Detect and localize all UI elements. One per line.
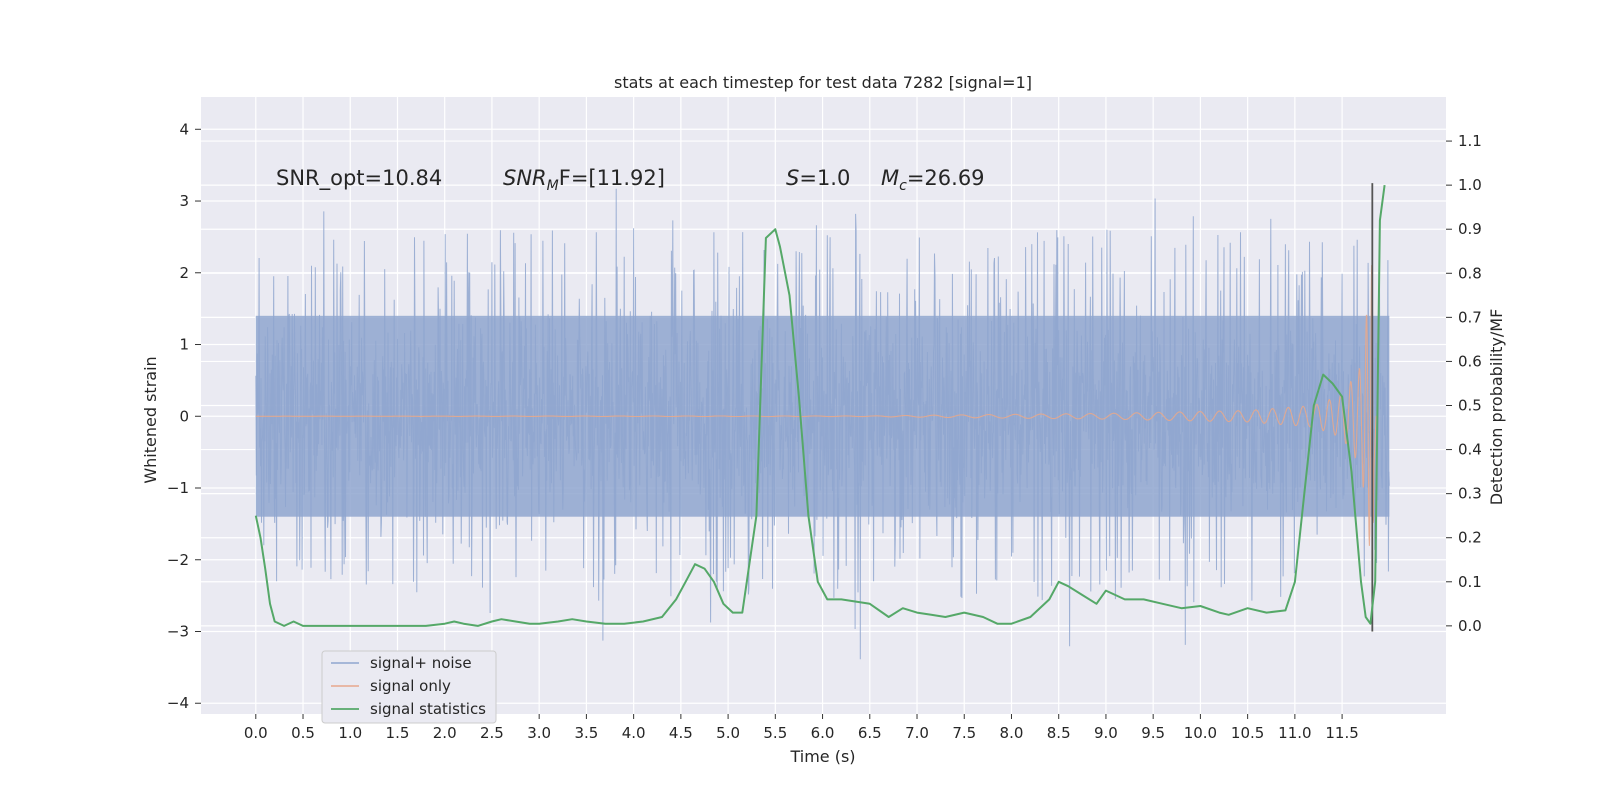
x-tick-label: 8.0 bbox=[1000, 724, 1024, 742]
x-axis-ticks: 0.0 0.5 1.0 1.5 2.0 2.5 3.0 3.5 4.0 4.5 5.0 5.5 6.0 6… bbox=[244, 714, 1359, 742]
x-tick-label: 10.0 bbox=[1184, 724, 1217, 742]
x-tick-label: 5.5 bbox=[763, 724, 787, 742]
y-tick-label: −2 bbox=[167, 551, 189, 569]
y-tick-label: 2 bbox=[179, 264, 189, 282]
x-tick-label: 4.5 bbox=[669, 724, 693, 742]
y-tick-label: 3 bbox=[179, 192, 189, 210]
legend-box bbox=[321, 650, 497, 724]
x-tick-label: 3.5 bbox=[574, 724, 598, 742]
chart-title: stats at each timestep for test data 728… bbox=[614, 73, 1032, 92]
y-right-tick-label: 1.1 bbox=[1458, 132, 1482, 150]
x-tick-label: 6.5 bbox=[858, 724, 882, 742]
y-tick-label: −1 bbox=[167, 479, 189, 497]
y-right-tick-label: 0.4 bbox=[1458, 441, 1482, 459]
series-signal-only bbox=[255, 265, 1378, 546]
x-tick-label: 6.0 bbox=[811, 724, 835, 742]
left-axis-ticks: 4 3 2 1 0 −1 −2 −3 −4 bbox=[167, 120, 201, 712]
y-axis-label: Whitened strain bbox=[141, 356, 160, 483]
y-right-tick-label: 0.9 bbox=[1458, 220, 1482, 238]
y-tick-label: 4 bbox=[179, 120, 189, 138]
x-tick-label: 7.5 bbox=[952, 724, 976, 742]
legend-label-signal-statistics: signal statistics bbox=[370, 700, 486, 718]
y-tick-label: 1 bbox=[179, 336, 189, 354]
series-layer bbox=[254, 183, 1390, 660]
y-right-tick-label: 0.0 bbox=[1458, 617, 1482, 635]
annotation-mc-rest: =26.69 bbox=[907, 166, 985, 190]
annotation-s-rest: =1.0 bbox=[799, 166, 850, 190]
series-signal-statistics bbox=[254, 184, 1386, 627]
x-tick-label: 2.0 bbox=[433, 724, 457, 742]
y-right-tick-label: 0.6 bbox=[1458, 352, 1482, 370]
x-tick-label: 1.0 bbox=[338, 724, 362, 742]
annotation-snr-mf-rest: F=[11.92] bbox=[559, 166, 665, 190]
y-axis-label-right: Detection probability/MF bbox=[1487, 309, 1506, 506]
annotation-mc-base: M bbox=[881, 166, 899, 190]
x-tick-label: 11.0 bbox=[1278, 724, 1311, 742]
y-right-tick-label: 0.5 bbox=[1458, 397, 1482, 415]
y-tick-label: −4 bbox=[167, 694, 189, 712]
x-tick-label: 2.5 bbox=[480, 724, 504, 742]
y-right-tick-label: 0.1 bbox=[1458, 573, 1482, 591]
x-tick-label: 0.5 bbox=[291, 724, 315, 742]
x-tick-label: 9.5 bbox=[1141, 724, 1165, 742]
x-axis-label: Time (s) bbox=[789, 747, 855, 766]
annotation-snr-mf: SNRMF=[11.92] bbox=[503, 166, 665, 194]
x-tick-label: 4.0 bbox=[622, 724, 646, 742]
y-right-tick-label: 0.3 bbox=[1458, 485, 1482, 503]
y-tick-label: −3 bbox=[167, 622, 189, 640]
x-tick-label: 10.5 bbox=[1231, 724, 1264, 742]
legend: signal+ noise signal only signal statist… bbox=[321, 650, 497, 724]
annotation-mc: Mc=26.69 bbox=[881, 166, 985, 194]
legend-label-signal-noise: signal+ noise bbox=[370, 654, 472, 672]
annotation-snr-mf-base: SNR bbox=[503, 166, 547, 190]
y-right-tick-label: 1.0 bbox=[1458, 176, 1482, 194]
annotation-s-var: S bbox=[786, 166, 799, 190]
y-right-tick-label: 0.2 bbox=[1458, 529, 1482, 547]
x-tick-label: 1.5 bbox=[386, 724, 410, 742]
y-tick-label: 0 bbox=[179, 407, 189, 425]
x-tick-label: 3.0 bbox=[527, 724, 551, 742]
y-right-tick-label: 0.8 bbox=[1458, 264, 1482, 282]
x-tick-label: 0.0 bbox=[244, 724, 268, 742]
x-tick-label: 8.5 bbox=[1047, 724, 1071, 742]
annotation-snr-mf-sub: M bbox=[547, 178, 559, 194]
x-tick-label: 9.0 bbox=[1094, 724, 1118, 742]
x-tick-label: 7.0 bbox=[905, 724, 929, 742]
y-right-tick-label: 0.7 bbox=[1458, 308, 1482, 326]
annotation-s: S=1.0 bbox=[786, 166, 850, 190]
x-tick-label: 11.5 bbox=[1325, 724, 1358, 742]
annotation-mc-sub: c bbox=[899, 178, 907, 194]
x-tick-label: 5.0 bbox=[716, 724, 740, 742]
annotation-snr-opt: SNR_opt=10.84 bbox=[276, 166, 442, 191]
legend-label-signal-only: signal only bbox=[370, 677, 451, 695]
right-axis-ticks: 1.1 1.0 0.9 0.8 0.7 0.6 0.5 0.4 0.3 0.2 0.1 0.0 bbox=[1446, 132, 1482, 635]
